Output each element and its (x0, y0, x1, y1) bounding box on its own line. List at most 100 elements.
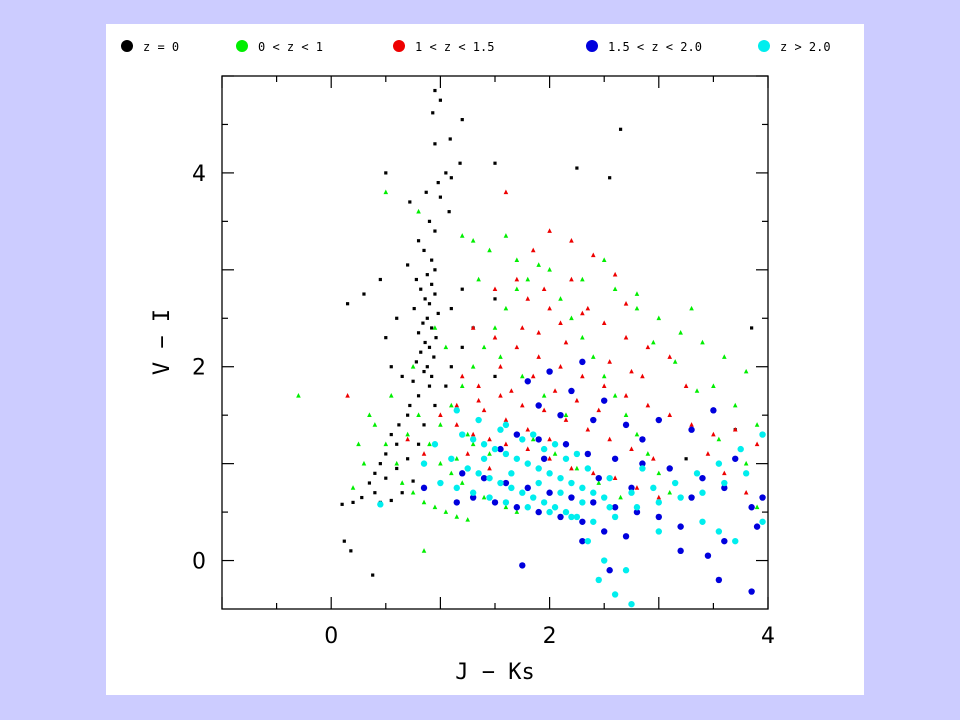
data-point (611, 591, 619, 598)
data-point (414, 360, 418, 364)
y-tick-label: 2 (192, 356, 206, 381)
data-point (754, 422, 760, 427)
data-point (432, 504, 438, 510)
data-point (722, 354, 727, 359)
data-point (622, 567, 630, 574)
data-point (623, 300, 629, 306)
data-point (611, 504, 619, 511)
data-point (519, 436, 526, 443)
data-point (378, 277, 382, 282)
data-point (705, 451, 711, 456)
data-point (540, 499, 548, 506)
data-point (562, 455, 570, 462)
data-point (433, 403, 437, 408)
data-point (454, 514, 460, 519)
data-point (427, 345, 432, 349)
data-point (345, 302, 350, 306)
data-point (469, 489, 477, 496)
data-point (498, 393, 503, 398)
data-point (524, 504, 531, 511)
data-point (732, 426, 738, 432)
data-point (562, 508, 570, 516)
data-point (476, 276, 481, 282)
data-point (406, 263, 410, 267)
data-point (546, 368, 553, 375)
data-point (611, 513, 619, 521)
data-point (481, 344, 487, 350)
data-point (519, 489, 526, 496)
data-point (340, 502, 344, 506)
data-point (628, 600, 635, 608)
series-3 (420, 358, 766, 595)
data-point (704, 552, 712, 559)
data-point (427, 441, 432, 447)
data-point (443, 344, 449, 350)
data-point (558, 363, 563, 369)
legend-marker (236, 40, 248, 52)
data-point (580, 373, 585, 379)
data-point (460, 345, 464, 349)
data-point (513, 431, 521, 438)
data-point (607, 359, 612, 364)
data-point (606, 474, 613, 482)
data-point (651, 456, 656, 461)
data-point (444, 171, 448, 175)
data-point (563, 417, 569, 422)
data-point (601, 397, 608, 404)
data-point (535, 479, 542, 487)
data-point (759, 431, 766, 438)
data-point (535, 436, 542, 443)
data-point (694, 388, 700, 393)
data-point (448, 455, 455, 462)
legend-label: 0 < z < 1 (258, 40, 323, 54)
data-point (421, 499, 427, 505)
data-point (672, 359, 678, 364)
data-point (419, 350, 423, 354)
data-point (433, 268, 437, 272)
legend: z = 0 0 < z < 1 1 < z < 1.5 1.5 < z < 2.0 z … (121, 40, 831, 54)
data-point (629, 446, 634, 451)
data-point (601, 383, 607, 388)
data-point (486, 474, 493, 482)
data-point (470, 363, 476, 369)
data-point (557, 474, 564, 482)
data-point (606, 504, 613, 511)
data-point (656, 315, 662, 321)
data-point (412, 306, 416, 311)
data-point (623, 334, 629, 340)
data-point (547, 305, 552, 311)
data-point (430, 326, 434, 330)
data-point (607, 436, 612, 442)
data-point (422, 423, 426, 427)
data-point (536, 330, 541, 335)
data-point (590, 470, 596, 476)
data-point (590, 354, 596, 359)
data-point (628, 484, 635, 492)
data-point (611, 455, 619, 462)
data-point (633, 504, 641, 511)
data-point (541, 286, 547, 292)
data-point (525, 446, 531, 451)
data-point (667, 354, 673, 359)
data-point (753, 523, 761, 530)
data-point (405, 431, 410, 437)
data-point (424, 190, 428, 194)
data-point (640, 373, 645, 379)
legend-label: 1 < z < 1.5 (415, 40, 494, 54)
data-point (645, 451, 651, 456)
data-point (568, 513, 575, 521)
data-point (546, 508, 553, 516)
data-point (525, 296, 531, 301)
data-point (569, 276, 574, 282)
data-point (514, 276, 520, 282)
axis-ticks (221, 75, 769, 609)
data-point (431, 441, 439, 448)
data-point (427, 384, 432, 388)
data-point (491, 445, 499, 453)
data-point (535, 402, 542, 409)
data-point (547, 267, 552, 272)
data-point (721, 537, 728, 545)
plot-frame (221, 75, 769, 610)
data-point (585, 305, 591, 311)
data-point (655, 416, 662, 424)
